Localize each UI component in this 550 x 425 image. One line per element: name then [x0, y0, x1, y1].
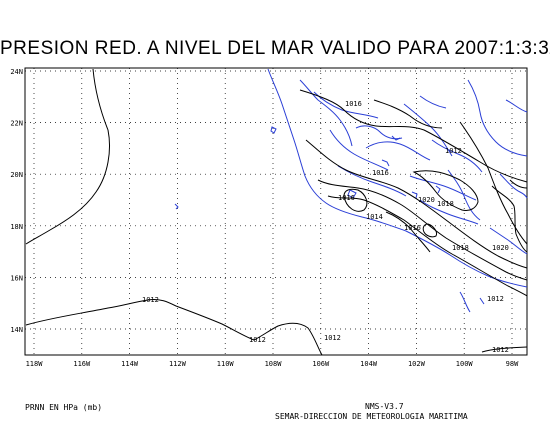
contour-label: 1020 — [492, 244, 509, 252]
lon-tick-label: 110W — [217, 360, 235, 368]
contour-label: 1012 — [492, 346, 509, 354]
lon-tick-label: 106W — [312, 360, 330, 368]
isobars — [25, 68, 528, 356]
lon-tick-label: 104W — [360, 360, 378, 368]
lat-tick-label: 18N — [10, 223, 23, 231]
lat-tick-label: 22N — [10, 120, 23, 128]
contour-label: 1018 — [437, 200, 454, 208]
lon-tick-label: 118W — [26, 360, 44, 368]
lat-tick-label: 14N — [10, 326, 23, 334]
contour-label: 1018 — [452, 244, 469, 252]
contour-label: 1012 — [249, 336, 266, 344]
axis-ticks: 118W 116W 114W 112W 110W 108W 106W 104W 102W 100W… — [10, 68, 519, 368]
contour-label: 1012 — [142, 296, 159, 304]
contour-label: 1016 — [338, 194, 355, 202]
graticule — [25, 68, 527, 355]
units-caption: PRNN EN HPa (mb) — [25, 403, 103, 412]
lat-tick-label: 20N — [10, 171, 23, 179]
lat-tick-label: 24N — [10, 68, 23, 76]
lon-tick-label: 114W — [121, 360, 139, 368]
agency-caption: SEMAR-DIRECCION DE METEOROLOGIA MARITIMA — [275, 412, 468, 421]
contour-label: 1012 — [324, 334, 341, 342]
map-frame — [24, 67, 528, 356]
lon-tick-label: 116W — [73, 360, 91, 368]
lon-tick-label: 98W — [506, 360, 519, 368]
model-caption: NMS-V3.7 — [365, 402, 404, 411]
contour-label: 1016 — [345, 100, 362, 108]
contour-label: 1016 — [404, 224, 421, 232]
contour-labels: 1016 1012 1016 1016 1014 1016 1020 1018 … — [142, 100, 509, 354]
lon-tick-label: 112W — [169, 360, 187, 368]
lon-tick-label: 108W — [265, 360, 283, 368]
lon-tick-label: 102W — [408, 360, 426, 368]
contour-label: 1012 — [487, 295, 504, 303]
lon-tick-label: 100W — [456, 360, 474, 368]
coastline — [174, 68, 528, 313]
contour-label: 1020 — [418, 196, 435, 204]
contour-label: 1016 — [372, 169, 389, 177]
lat-tick-label: 16N — [10, 274, 23, 282]
map-title: PRESION RED. A NIVEL DEL MAR VALIDO PARA… — [0, 38, 550, 59]
contour-label: 1012 — [445, 147, 462, 155]
contour-label: 1014 — [366, 213, 383, 221]
